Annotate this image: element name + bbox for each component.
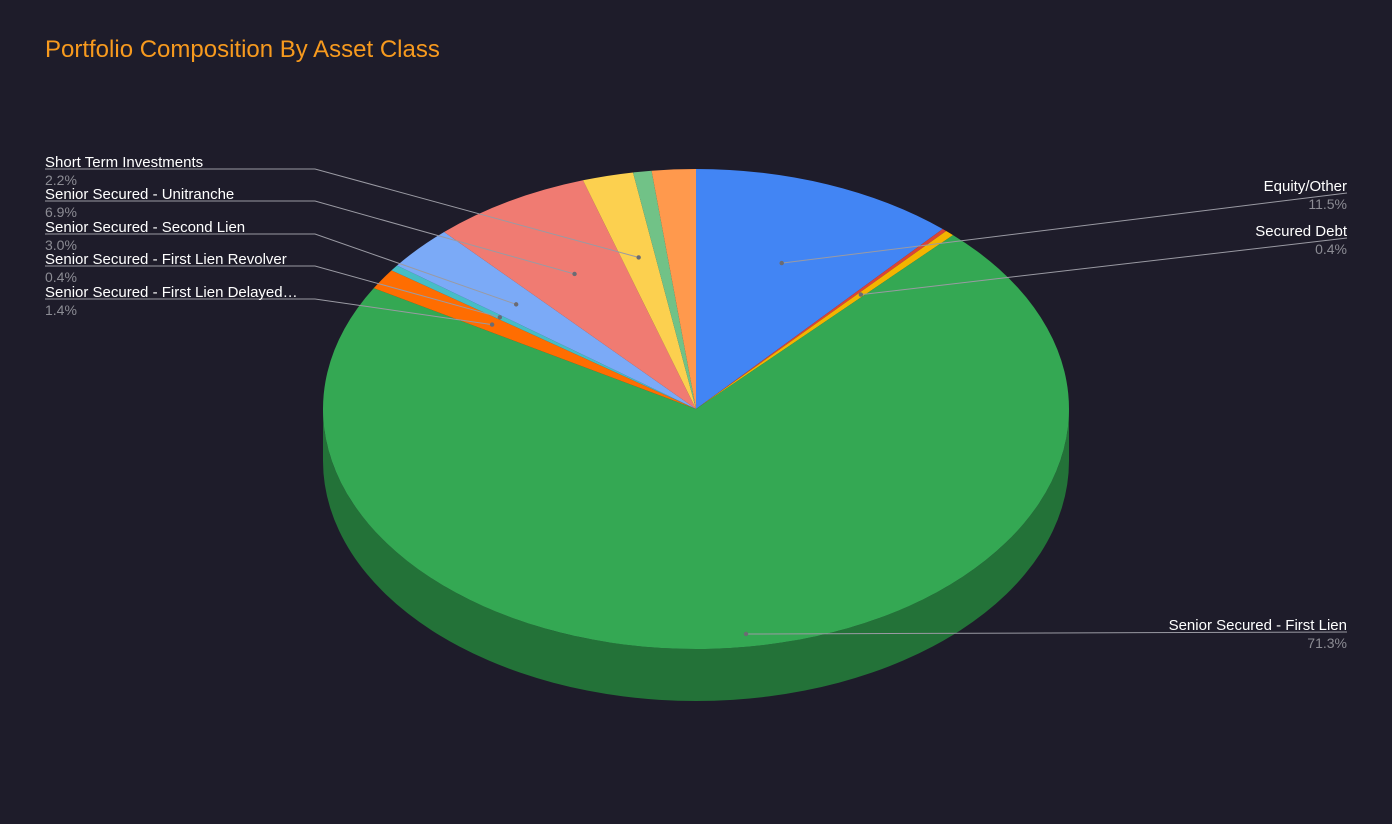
- pie-side-3: [323, 409, 1069, 701]
- pie-slice-senior-secured-first-lien-revolver[interactable]: [391, 265, 696, 409]
- callout-label: Senior Secured - First Lien: [1169, 617, 1347, 634]
- callout-dot: [572, 271, 577, 277]
- callout-value: 2.2%: [45, 172, 77, 188]
- pie-slice-short-term-investments[interactable]: [582, 172, 696, 409]
- callout-label: Senior Secured - Second Lien: [45, 219, 245, 236]
- callout-line: [860, 237, 1348, 296]
- chart-title: Portfolio Composition By Asset Class: [45, 36, 440, 63]
- callout-line: [745, 631, 1348, 635]
- pie-slice-senior-secured-unitranche[interactable]: [444, 180, 696, 409]
- pie-slice-secured-debt[interactable]: [696, 230, 954, 409]
- callout-value: 6.9%: [45, 204, 77, 220]
- callout-dot: [743, 631, 749, 637]
- pie-slice-unlabeled-10[interactable]: [651, 169, 696, 409]
- pie-slice-equity-other[interactable]: [696, 169, 943, 409]
- pie-side-walls: [323, 409, 1069, 701]
- callout-dot: [858, 292, 864, 297]
- callout-line: [45, 233, 517, 305]
- callout-dot: [636, 255, 641, 260]
- callout-label: Short Term Investments: [45, 154, 203, 171]
- pie-slice-unlabeled-1[interactable]: [696, 228, 947, 409]
- callout-label: Secured Debt: [1255, 223, 1348, 240]
- callout-line: [45, 265, 500, 318]
- callout-value: 11.5%: [1308, 196, 1347, 212]
- callout-dot: [513, 302, 519, 307]
- callout-dot: [779, 260, 784, 266]
- callout-line: [45, 168, 639, 258]
- pie-slice-senior-secured-first-lien[interactable]: [323, 235, 1070, 650]
- callout-value: 0.4%: [1315, 241, 1347, 257]
- pie-slice-unlabeled-9[interactable]: [633, 170, 696, 409]
- pie-slice-senior-secured-second-lien[interactable]: [397, 231, 696, 409]
- callout-line: [781, 192, 1348, 264]
- callout-label: Equity/Other: [1264, 178, 1347, 195]
- callout-line: [45, 298, 493, 326]
- callout-value: 0.4%: [45, 269, 77, 285]
- callout-value: 3.0%: [45, 237, 77, 253]
- callout-label: Senior Secured - Unitranche: [45, 186, 234, 203]
- callout-label: Senior Secured - First Lien Delayed…: [45, 284, 298, 301]
- callout-value: 1.4%: [45, 302, 77, 318]
- callout-dot: [497, 315, 503, 320]
- callout-label: Senior Secured - First Lien Revolver: [45, 251, 287, 268]
- pie-slices: [323, 169, 1070, 650]
- callout-line: [45, 200, 575, 275]
- callout-dot: [489, 322, 495, 327]
- callout-value: 71.3%: [1307, 635, 1347, 651]
